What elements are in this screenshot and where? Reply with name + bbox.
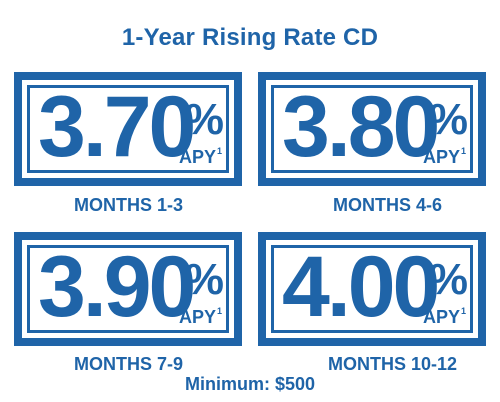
months-label: MONTHS 4-6 <box>333 195 443 215</box>
rate-card-inner-border <box>271 245 473 333</box>
rate-value: 3.70 <box>38 79 196 175</box>
apy-label: APY1 <box>422 146 466 167</box>
months-label: MONTHS 7-9 <box>74 354 184 374</box>
rate-card-months-7-9: 3.90 % APY1 <box>14 232 242 346</box>
percent-sign: % <box>184 95 224 144</box>
rate-card-inner-border <box>27 85 229 173</box>
rate-value: 3.90 <box>38 239 196 335</box>
rate-card-inner-border <box>27 245 229 333</box>
footnote-marker: 1 <box>216 146 222 156</box>
rate-card-months-10-12: 4.00 % APY1 <box>258 232 486 346</box>
percent-sign: % <box>428 95 468 144</box>
minimum-deposit-text: Minimum: $500 <box>184 374 316 394</box>
percent-sign: % <box>184 255 224 304</box>
apy-label: APY1 <box>422 306 466 327</box>
rate-card-inner-border <box>271 85 473 173</box>
percent-sign: % <box>428 255 468 304</box>
footnote-marker: 1 <box>460 306 466 316</box>
rate-value: 3.80 <box>282 79 440 175</box>
apy-label: APY1 <box>178 146 222 167</box>
months-label: MONTHS 10-12 <box>328 354 458 374</box>
apy-label: APY1 <box>178 306 222 327</box>
footnote-marker: 1 <box>460 146 466 156</box>
rate-card-months-4-6: 3.80 % APY1 <box>258 72 486 186</box>
footnote-marker: 1 <box>216 306 222 316</box>
rate-card-months-1-3: 3.70 % APY1 <box>14 72 242 186</box>
rate-value: 4.00 <box>282 239 440 335</box>
page-title: 1-Year Rising Rate CD <box>121 24 379 51</box>
months-label: MONTHS 1-3 <box>74 195 184 215</box>
